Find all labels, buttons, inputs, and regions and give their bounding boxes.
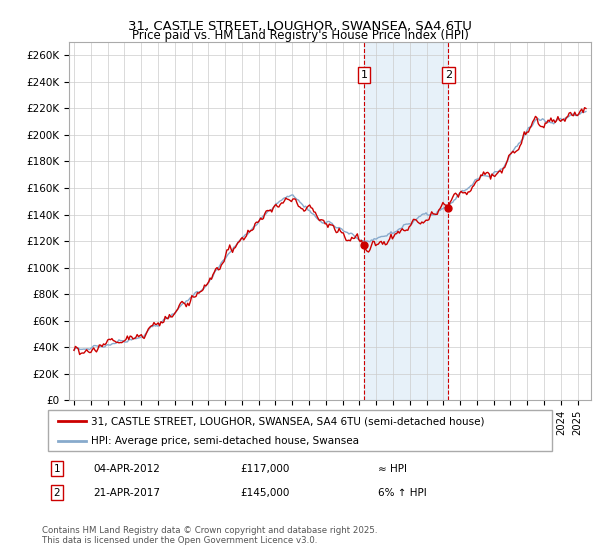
Text: HPI: Average price, semi-detached house, Swansea: HPI: Average price, semi-detached house,… — [91, 436, 359, 446]
Text: 31, CASTLE STREET, LOUGHOR, SWANSEA, SA4 6TU: 31, CASTLE STREET, LOUGHOR, SWANSEA, SA4… — [128, 20, 472, 32]
Text: ≈ HPI: ≈ HPI — [378, 464, 407, 474]
Bar — [364, 42, 448, 400]
Text: 1: 1 — [53, 464, 61, 474]
Text: 6% ↑ HPI: 6% ↑ HPI — [378, 488, 427, 498]
Text: 04-APR-2012: 04-APR-2012 — [93, 464, 160, 474]
Text: 2: 2 — [53, 488, 61, 498]
FancyBboxPatch shape — [48, 410, 552, 451]
Text: Price paid vs. HM Land Registry's House Price Index (HPI): Price paid vs. HM Land Registry's House … — [131, 29, 469, 42]
Text: Contains HM Land Registry data © Crown copyright and database right 2025.: Contains HM Land Registry data © Crown c… — [42, 526, 377, 535]
Text: 2: 2 — [445, 70, 452, 80]
Text: 1: 1 — [361, 70, 367, 80]
Text: This data is licensed under the Open Government Licence v3.0.: This data is licensed under the Open Gov… — [42, 536, 317, 545]
Text: £117,000: £117,000 — [240, 464, 289, 474]
Text: 31, CASTLE STREET, LOUGHOR, SWANSEA, SA4 6TU (semi-detached house): 31, CASTLE STREET, LOUGHOR, SWANSEA, SA4… — [91, 417, 484, 426]
Text: £145,000: £145,000 — [240, 488, 289, 498]
Text: 21-APR-2017: 21-APR-2017 — [93, 488, 160, 498]
